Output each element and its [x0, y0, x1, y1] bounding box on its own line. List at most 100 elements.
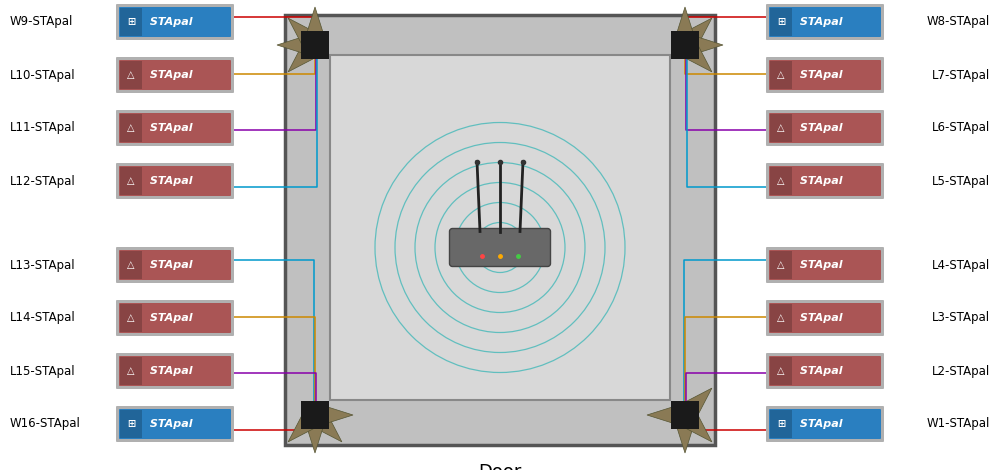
Text: W16-STApal: W16-STApal: [10, 417, 81, 431]
FancyBboxPatch shape: [769, 356, 881, 386]
Text: STApal: STApal: [146, 313, 193, 323]
Bar: [301, 401, 329, 429]
FancyBboxPatch shape: [770, 357, 792, 385]
FancyBboxPatch shape: [770, 304, 792, 332]
Text: △: △: [127, 260, 135, 270]
FancyBboxPatch shape: [770, 251, 792, 279]
FancyBboxPatch shape: [120, 410, 142, 438]
Polygon shape: [303, 415, 327, 453]
Polygon shape: [647, 403, 685, 427]
FancyBboxPatch shape: [120, 251, 142, 279]
Bar: [671, 31, 699, 59]
FancyBboxPatch shape: [120, 304, 142, 332]
FancyBboxPatch shape: [119, 409, 231, 439]
Text: STApal: STApal: [796, 260, 843, 270]
FancyBboxPatch shape: [116, 300, 234, 336]
Text: △: △: [127, 70, 135, 80]
FancyBboxPatch shape: [769, 409, 881, 439]
Text: W1-STApal: W1-STApal: [927, 417, 990, 431]
Text: △: △: [777, 176, 785, 186]
FancyBboxPatch shape: [120, 167, 142, 195]
Text: L3-STApal: L3-STApal: [932, 312, 990, 324]
Text: L13-STApal: L13-STApal: [10, 258, 76, 272]
FancyBboxPatch shape: [770, 114, 792, 142]
Polygon shape: [303, 7, 327, 45]
Text: △: △: [777, 313, 785, 323]
FancyBboxPatch shape: [116, 4, 234, 40]
FancyBboxPatch shape: [116, 57, 234, 93]
Text: △: △: [777, 70, 785, 80]
FancyBboxPatch shape: [116, 353, 234, 389]
Text: STApal: STApal: [796, 419, 843, 429]
Text: STApal: STApal: [146, 366, 193, 376]
Text: ⊞: ⊞: [777, 419, 785, 429]
FancyBboxPatch shape: [766, 300, 884, 336]
FancyBboxPatch shape: [766, 57, 884, 93]
FancyBboxPatch shape: [770, 167, 792, 195]
FancyBboxPatch shape: [119, 113, 231, 143]
Text: STApal: STApal: [796, 366, 843, 376]
Bar: [285, 15, 715, 445]
FancyBboxPatch shape: [116, 110, 234, 146]
FancyBboxPatch shape: [766, 4, 884, 40]
Text: △: △: [127, 176, 135, 186]
Text: △: △: [127, 366, 135, 376]
FancyBboxPatch shape: [769, 303, 881, 333]
Text: Door: Door: [478, 463, 522, 470]
Text: ⊞: ⊞: [127, 17, 135, 27]
Text: △: △: [127, 123, 135, 133]
FancyBboxPatch shape: [766, 353, 884, 389]
FancyBboxPatch shape: [769, 7, 881, 37]
FancyBboxPatch shape: [119, 356, 231, 386]
FancyBboxPatch shape: [120, 61, 142, 89]
FancyBboxPatch shape: [119, 250, 231, 280]
FancyBboxPatch shape: [770, 410, 792, 438]
Bar: [301, 31, 329, 59]
FancyBboxPatch shape: [120, 8, 142, 36]
Polygon shape: [277, 33, 315, 57]
Text: L2-STApal: L2-STApal: [932, 365, 990, 377]
FancyBboxPatch shape: [120, 114, 142, 142]
Text: L11-STApal: L11-STApal: [10, 122, 76, 134]
Text: STApal: STApal: [146, 419, 193, 429]
Text: L12-STApal: L12-STApal: [10, 174, 76, 188]
FancyBboxPatch shape: [769, 250, 881, 280]
Polygon shape: [673, 415, 697, 453]
FancyBboxPatch shape: [119, 166, 231, 196]
Text: W9-STApal: W9-STApal: [10, 16, 73, 29]
Bar: [671, 401, 699, 429]
Text: ⊞: ⊞: [127, 419, 135, 429]
FancyBboxPatch shape: [450, 228, 550, 266]
Text: △: △: [777, 366, 785, 376]
Text: L10-STApal: L10-STApal: [10, 69, 76, 81]
FancyBboxPatch shape: [766, 110, 884, 146]
Polygon shape: [307, 407, 342, 442]
FancyBboxPatch shape: [769, 113, 881, 143]
Text: STApal: STApal: [146, 70, 193, 80]
Text: L5-STApal: L5-STApal: [932, 174, 990, 188]
FancyBboxPatch shape: [769, 166, 881, 196]
Text: STApal: STApal: [146, 260, 193, 270]
Bar: [330, 55, 670, 400]
FancyBboxPatch shape: [770, 8, 792, 36]
FancyBboxPatch shape: [769, 60, 881, 90]
Text: △: △: [127, 313, 135, 323]
FancyBboxPatch shape: [116, 406, 234, 442]
Text: STApal: STApal: [796, 70, 843, 80]
FancyBboxPatch shape: [766, 163, 884, 199]
Text: L6-STApal: L6-STApal: [932, 122, 990, 134]
Polygon shape: [673, 7, 697, 45]
Text: △: △: [777, 123, 785, 133]
Polygon shape: [677, 407, 712, 442]
Text: L15-STApal: L15-STApal: [10, 365, 76, 377]
Polygon shape: [315, 403, 353, 427]
Polygon shape: [288, 407, 323, 442]
FancyBboxPatch shape: [116, 247, 234, 283]
Text: STApal: STApal: [796, 176, 843, 186]
Text: W8-STApal: W8-STApal: [927, 16, 990, 29]
FancyBboxPatch shape: [119, 303, 231, 333]
FancyBboxPatch shape: [119, 7, 231, 37]
Text: STApal: STApal: [796, 313, 843, 323]
FancyBboxPatch shape: [120, 357, 142, 385]
Text: STApal: STApal: [796, 123, 843, 133]
